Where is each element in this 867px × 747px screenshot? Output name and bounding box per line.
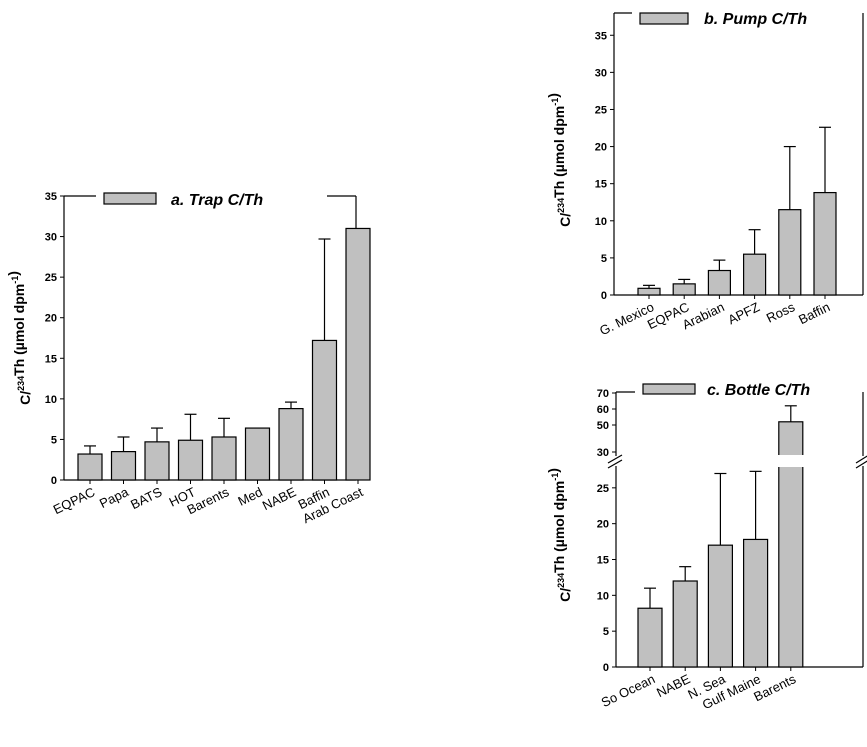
bar (77, 453, 103, 481)
y-tick-label: 5 (51, 434, 57, 446)
y-axis-label-part: Th (µmol dpm (551, 106, 567, 198)
category-label: Papa (97, 484, 132, 511)
bar (110, 451, 137, 481)
legend-label: b. Pump C/Th (704, 11, 807, 28)
y-axis-label-superscript: -1 (550, 98, 560, 106)
y-tick-label: 15 (45, 353, 57, 365)
y-tick-label: 30 (597, 447, 609, 459)
y-tick-label: 10 (45, 394, 57, 406)
y-tick-label: 60 (597, 404, 609, 416)
category-label: So Ocean (599, 671, 658, 710)
y-tick-label: 10 (595, 216, 607, 228)
bar (778, 209, 802, 296)
legend-swatch (642, 383, 696, 395)
y-tick-label: 15 (597, 555, 609, 567)
bar (637, 607, 663, 668)
y-tick-label: 30 (595, 67, 607, 79)
y-axis-label: C/234Th (µmol dpm-1) (545, 468, 573, 602)
category-label: Ross (764, 299, 798, 326)
category-label: NABE (654, 671, 693, 700)
category-label: EQPAC (51, 484, 98, 517)
y-tick-label: 20 (597, 519, 609, 531)
y-tick-label: 15 (595, 179, 607, 191)
legend-swatch (639, 12, 689, 25)
y-axis-label-part: Th (µmol dpm (11, 284, 27, 376)
y-tick-label: 10 (597, 590, 609, 602)
bar-break-gap (777, 455, 804, 467)
y-axis-label-part: ) (5, 271, 21, 276)
y-axis-label-superscript: 234 (556, 198, 566, 213)
y-tick-label: 0 (601, 290, 607, 302)
category-label: Baffin (796, 299, 832, 327)
bar (278, 407, 304, 481)
category-label: APFZ (725, 299, 761, 327)
y-tick-label: 5 (601, 253, 607, 265)
y-tick-label: 0 (51, 475, 57, 487)
chart-panel-c: c. Bottle C/Th 0 5 10 15 20 25 30 50 60 70 So Ocean… (545, 382, 867, 712)
bar (707, 544, 734, 668)
bar (742, 253, 767, 296)
y-tick-label: 25 (45, 272, 57, 284)
y-axis-label-part: ) (545, 93, 561, 98)
y-axis-label-superscript: -1 (10, 276, 20, 284)
bar (211, 436, 237, 481)
y-tick-label: 30 (45, 232, 57, 244)
category-label: Med (236, 484, 265, 509)
y-axis-label-part: ) (545, 468, 561, 473)
bar (244, 427, 271, 481)
bar (637, 287, 661, 296)
category-label: NABE (260, 484, 299, 513)
y-axis-label-part: C/ (557, 213, 573, 227)
bar (177, 439, 204, 481)
y-tick-label: 25 (595, 104, 607, 116)
y-tick-label: 5 (603, 626, 609, 638)
y-tick-label: 20 (45, 313, 57, 325)
y-axis-label-superscript: -1 (550, 473, 560, 481)
bar (311, 339, 338, 481)
axis-break-mark (607, 454, 623, 464)
y-axis-label-part: C/ (17, 391, 33, 405)
bar (672, 283, 696, 296)
legend-label: a. Trap C/Th (171, 192, 263, 209)
category-label: BATS (128, 484, 165, 512)
y-axis-label: C/234Th (µmol dpm-1) (5, 271, 33, 405)
y-axis-label: C/234Th (µmol dpm-1) (545, 93, 573, 227)
y-tick-label: 0 (603, 662, 609, 674)
axis-break-gap (857, 456, 867, 466)
y-tick-label: 35 (45, 191, 57, 203)
legend-label: c. Bottle C/Th (707, 382, 810, 399)
y-tick-label: 25 (597, 483, 609, 495)
y-tick-label: 20 (595, 142, 607, 154)
axis-break-gap (608, 456, 622, 466)
legend-swatch (103, 192, 157, 205)
y-axis-label-part: Th (µmol dpm (551, 481, 567, 573)
bar (813, 191, 837, 296)
bar (144, 441, 170, 481)
axis-break-mark (607, 459, 623, 469)
bar (672, 580, 698, 668)
y-axis-label-superscript: 234 (556, 573, 566, 588)
bar (742, 538, 769, 668)
y-axis-label-part: C/ (557, 588, 573, 602)
bar (707, 269, 732, 296)
y-tick-label: 70 (597, 388, 609, 400)
bar (345, 227, 371, 481)
y-tick-label: 50 (597, 420, 609, 432)
y-tick-label: 35 (595, 30, 607, 42)
y-axis-label-superscript: 234 (16, 376, 26, 391)
